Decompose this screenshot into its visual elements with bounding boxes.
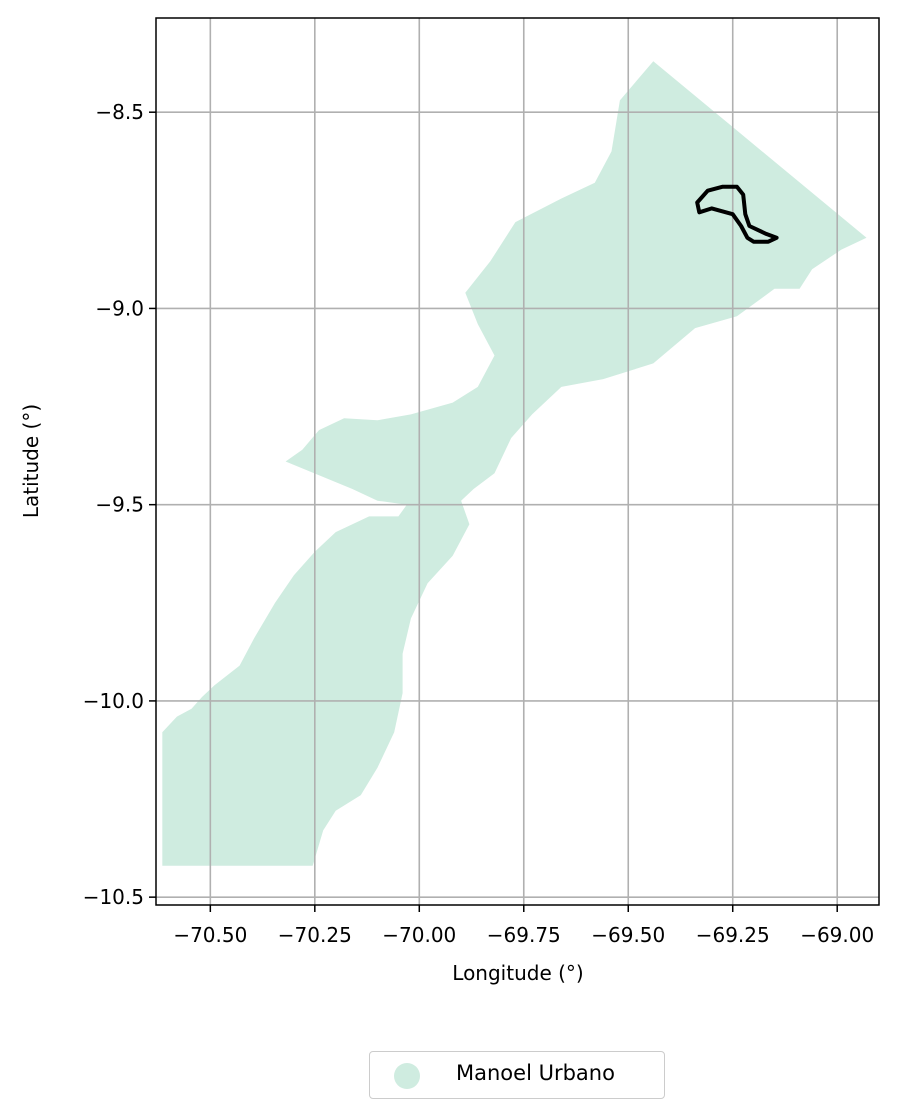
plot-frame [155,17,880,906]
x-tick-label: −69.00 [800,923,874,947]
y-axis-title: Latitude (°) [19,404,43,518]
x-tick-label: −69.25 [696,923,770,947]
x-tick-label: −69.75 [487,923,561,947]
x-axis-title: Longitude (°) [452,961,583,985]
legend-swatch-manoel-urbano [394,1063,420,1089]
legend: Manoel Urbano [369,1051,665,1099]
x-tick-label: −70.50 [173,923,247,947]
x-tick-label: −70.00 [382,923,456,947]
urban-area-outline [695,184,779,244]
grid [156,18,879,905]
x-tick-label: −69.50 [591,923,665,947]
y-tick-label: −9.0 [95,296,144,320]
y-axis-ticks: −8.5 −9.0 −9.5 −10.0 −10.5 [83,100,156,909]
x-tick-label: −70.25 [278,923,352,947]
municipality-polygon [162,61,867,866]
y-tick-label: −8.5 [95,100,144,124]
y-tick-label: −10.0 [83,689,144,713]
y-tick-label: −10.5 [83,885,144,909]
legend-label-manoel-urbano: Manoel Urbano [456,1061,615,1085]
x-axis-ticks: −70.50 −70.25 −70.00 −69.75 −69.50 −69.25 −69.… [173,905,874,947]
y-tick-label: −9.5 [95,493,144,517]
